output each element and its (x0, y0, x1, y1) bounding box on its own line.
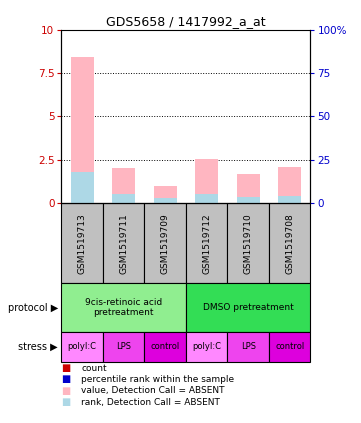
Text: GSM1519709: GSM1519709 (161, 213, 170, 274)
Bar (71, 172, 93, 203)
Bar (154, 186, 177, 203)
Bar (278, 196, 301, 203)
Bar (269, 332, 310, 362)
Text: GSM1519708: GSM1519708 (285, 213, 294, 274)
Bar (269, 203, 310, 283)
Bar (71, 58, 93, 203)
Bar (154, 198, 177, 203)
Text: percentile rank within the sample: percentile rank within the sample (81, 375, 234, 384)
Bar (61, 332, 103, 362)
Bar (144, 203, 186, 283)
Text: ■: ■ (61, 374, 71, 385)
Bar (278, 167, 301, 203)
Text: rank, Detection Call = ABSENT: rank, Detection Call = ABSENT (81, 398, 220, 407)
Text: ■: ■ (61, 397, 71, 407)
Text: GSM1519710: GSM1519710 (244, 213, 253, 274)
Text: polyI:C: polyI:C (192, 342, 221, 352)
Text: count: count (81, 363, 107, 373)
Text: control: control (151, 342, 180, 352)
Bar (237, 173, 260, 203)
Bar (61, 283, 186, 332)
Bar (186, 203, 227, 283)
Text: value, Detection Call = ABSENT: value, Detection Call = ABSENT (81, 386, 225, 396)
Text: GSM1519712: GSM1519712 (202, 213, 211, 274)
Text: ■: ■ (61, 386, 71, 396)
Bar (112, 193, 135, 203)
Text: control: control (275, 342, 304, 352)
Bar (227, 203, 269, 283)
Text: ■: ■ (61, 363, 71, 373)
Bar (237, 197, 260, 203)
Text: LPS: LPS (116, 342, 131, 352)
Title: GDS5658 / 1417992_a_at: GDS5658 / 1417992_a_at (106, 16, 266, 28)
Bar (195, 159, 218, 203)
Text: LPS: LPS (241, 342, 256, 352)
Text: DMSO pretreatment: DMSO pretreatment (203, 303, 293, 312)
Text: protocol ▶: protocol ▶ (8, 303, 58, 313)
Bar (112, 168, 135, 203)
Text: stress ▶: stress ▶ (18, 342, 58, 352)
Bar (186, 283, 310, 332)
Bar (186, 332, 227, 362)
Bar (103, 203, 144, 283)
Bar (144, 332, 186, 362)
Bar (103, 332, 144, 362)
Text: GSM1519711: GSM1519711 (119, 213, 128, 274)
Text: 9cis-retinoic acid
pretreatment: 9cis-retinoic acid pretreatment (85, 298, 162, 317)
Bar (227, 332, 269, 362)
Bar (61, 203, 103, 283)
Text: polyI:C: polyI:C (68, 342, 97, 352)
Bar (195, 195, 218, 203)
Text: GSM1519713: GSM1519713 (78, 213, 87, 274)
